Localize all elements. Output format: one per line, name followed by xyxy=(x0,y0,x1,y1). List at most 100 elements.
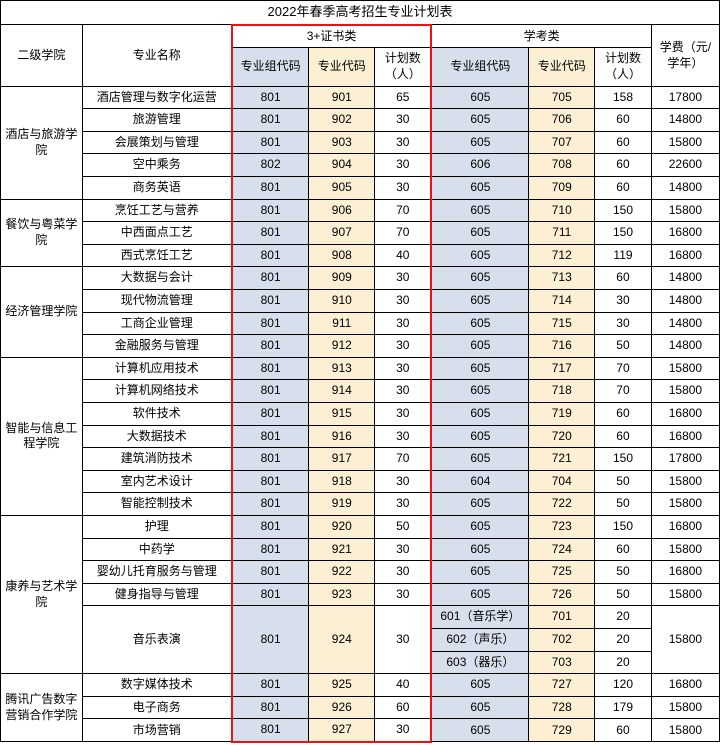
b-plan-cell: 50 xyxy=(595,335,652,358)
a-code-cell: 906 xyxy=(309,199,375,222)
table-row: 中西面点工艺8019077060571115016800 xyxy=(1,222,720,245)
fee-cell: 15800 xyxy=(651,606,719,674)
table-title: 2022年春季高考招生专业计划表 xyxy=(1,1,720,25)
a-group-cell: 801 xyxy=(232,290,309,313)
a-plan-cell: 30 xyxy=(375,719,432,742)
table-row: 腾讯广告数字营销合作学院数字媒体技术8019254060572712016800 xyxy=(1,674,720,697)
table-row: 市场营销801927306057296015800 xyxy=(1,719,720,742)
a-plan-cell: 30 xyxy=(375,131,432,154)
fee-cell: 16800 xyxy=(651,244,719,267)
a-plan-cell: 30 xyxy=(375,561,432,584)
b-code-cell: 716 xyxy=(529,335,595,358)
a-code-cell: 902 xyxy=(309,109,375,132)
table-row: 会展策划与管理801903306057076015800 xyxy=(1,131,720,154)
a-group-cell: 801 xyxy=(232,583,309,606)
a-plan-cell: 30 xyxy=(375,290,432,313)
a-code-cell: 911 xyxy=(309,312,375,335)
a-group-cell: 801 xyxy=(232,222,309,245)
a-code-cell: 901 xyxy=(309,86,375,109)
a-group-cell: 801 xyxy=(232,448,309,471)
table-row: 计算机网络技术801914306057187015800 xyxy=(1,380,720,403)
a-code-cell: 927 xyxy=(309,719,375,742)
title-row: 2022年春季高考招生专业计划表 xyxy=(1,1,720,25)
table-row: 中药学801921306057246015800 xyxy=(1,538,720,561)
b-group-cell: 606 xyxy=(431,154,529,177)
b-plan-cell: 30 xyxy=(595,290,652,313)
major-cell: 市场营销 xyxy=(82,719,232,742)
b-code-cell: 728 xyxy=(529,696,595,719)
a-code-cell: 903 xyxy=(309,131,375,154)
b-code-cell: 719 xyxy=(529,402,595,425)
a-group-cell: 801 xyxy=(232,244,309,267)
table-row: 婴幼儿托育服务与管理801922306057255016800 xyxy=(1,561,720,584)
a-plan-cell: 30 xyxy=(375,154,432,177)
major-cell: 护理 xyxy=(82,515,232,538)
a-plan-cell: 30 xyxy=(375,583,432,606)
a-code-cell: 922 xyxy=(309,561,375,584)
a-plan-cell: 30 xyxy=(375,357,432,380)
a-group-cell: 801 xyxy=(232,357,309,380)
b-group-cell: 605 xyxy=(431,109,529,132)
b-group-cell: 605 xyxy=(431,561,529,584)
hdr-b-plan: 计划数（人） xyxy=(595,48,652,86)
table-row: 健身指导与管理801923306057265015800 xyxy=(1,583,720,606)
table-row: 电子商务8019266060572817915800 xyxy=(1,696,720,719)
b-code-cell: 723 xyxy=(529,515,595,538)
b-plan-cell: 60 xyxy=(595,154,652,177)
major-cell: 中西面点工艺 xyxy=(82,222,232,245)
college-cell: 腾讯广告数字营销合作学院 xyxy=(1,674,83,742)
b-plan-cell: 70 xyxy=(595,380,652,403)
b-plan-cell: 150 xyxy=(595,222,652,245)
b-group-cell: 605 xyxy=(431,425,529,448)
a-plan-cell: 40 xyxy=(375,674,432,697)
table-row: 智能与信息工程学院计算机应用技术801913306057177015800 xyxy=(1,357,720,380)
major-cell: 大数据技术 xyxy=(82,425,232,448)
b-plan-cell: 20 xyxy=(595,606,652,629)
major-cell: 旅游管理 xyxy=(82,109,232,132)
b-group-cell: 603（器乐） xyxy=(431,651,529,674)
hdr-b-code: 专业代码 xyxy=(529,48,595,86)
a-group-cell: 801 xyxy=(232,719,309,742)
b-plan-cell: 120 xyxy=(595,674,652,697)
fee-cell: 14800 xyxy=(651,290,719,313)
a-code-cell: 924 xyxy=(309,606,375,674)
b-group-cell: 605 xyxy=(431,312,529,335)
b-plan-cell: 60 xyxy=(595,267,652,290)
major-cell: 大数据与会计 xyxy=(82,267,232,290)
major-cell: 现代物流管理 xyxy=(82,290,232,313)
major-cell: 健身指导与管理 xyxy=(82,583,232,606)
table-row: 空中乘务802904306067086022600 xyxy=(1,154,720,177)
a-code-cell: 918 xyxy=(309,470,375,493)
b-group-cell: 604 xyxy=(431,470,529,493)
b-plan-cell: 60 xyxy=(595,719,652,742)
fee-cell: 16800 xyxy=(651,561,719,584)
hdr-a-plan: 计划数（人） xyxy=(375,48,432,86)
b-group-cell: 605 xyxy=(431,696,529,719)
a-code-cell: 915 xyxy=(309,402,375,425)
b-plan-cell: 60 xyxy=(595,538,652,561)
a-plan-cell: 30 xyxy=(375,267,432,290)
a-plan-cell: 70 xyxy=(375,448,432,471)
a-plan-cell: 30 xyxy=(375,312,432,335)
fee-cell: 15800 xyxy=(651,538,719,561)
table-row: 软件技术801915306057196016800 xyxy=(1,402,720,425)
fee-cell: 15800 xyxy=(651,719,719,742)
fee-cell: 15800 xyxy=(651,380,719,403)
a-group-cell: 801 xyxy=(232,515,309,538)
b-code-cell: 707 xyxy=(529,131,595,154)
table-row: 建筑消防技术8019177060572115017800 xyxy=(1,448,720,471)
major-cell: 中药学 xyxy=(82,538,232,561)
a-group-cell: 801 xyxy=(232,674,309,697)
a-group-cell: 801 xyxy=(232,606,309,674)
a-group-cell: 801 xyxy=(232,312,309,335)
a-group-cell: 801 xyxy=(232,109,309,132)
a-code-cell: 926 xyxy=(309,696,375,719)
b-code-cell: 729 xyxy=(529,719,595,742)
table-row: 西式烹饪工艺8019084060571211916800 xyxy=(1,244,720,267)
a-group-cell: 801 xyxy=(232,561,309,584)
table-row: 餐饮与粤菜学院烹饪工艺与营养8019067060571015015800 xyxy=(1,199,720,222)
fee-cell: 22600 xyxy=(651,154,719,177)
fee-cell: 15800 xyxy=(651,583,719,606)
fee-cell: 15800 xyxy=(651,357,719,380)
major-cell: 建筑消防技术 xyxy=(82,448,232,471)
